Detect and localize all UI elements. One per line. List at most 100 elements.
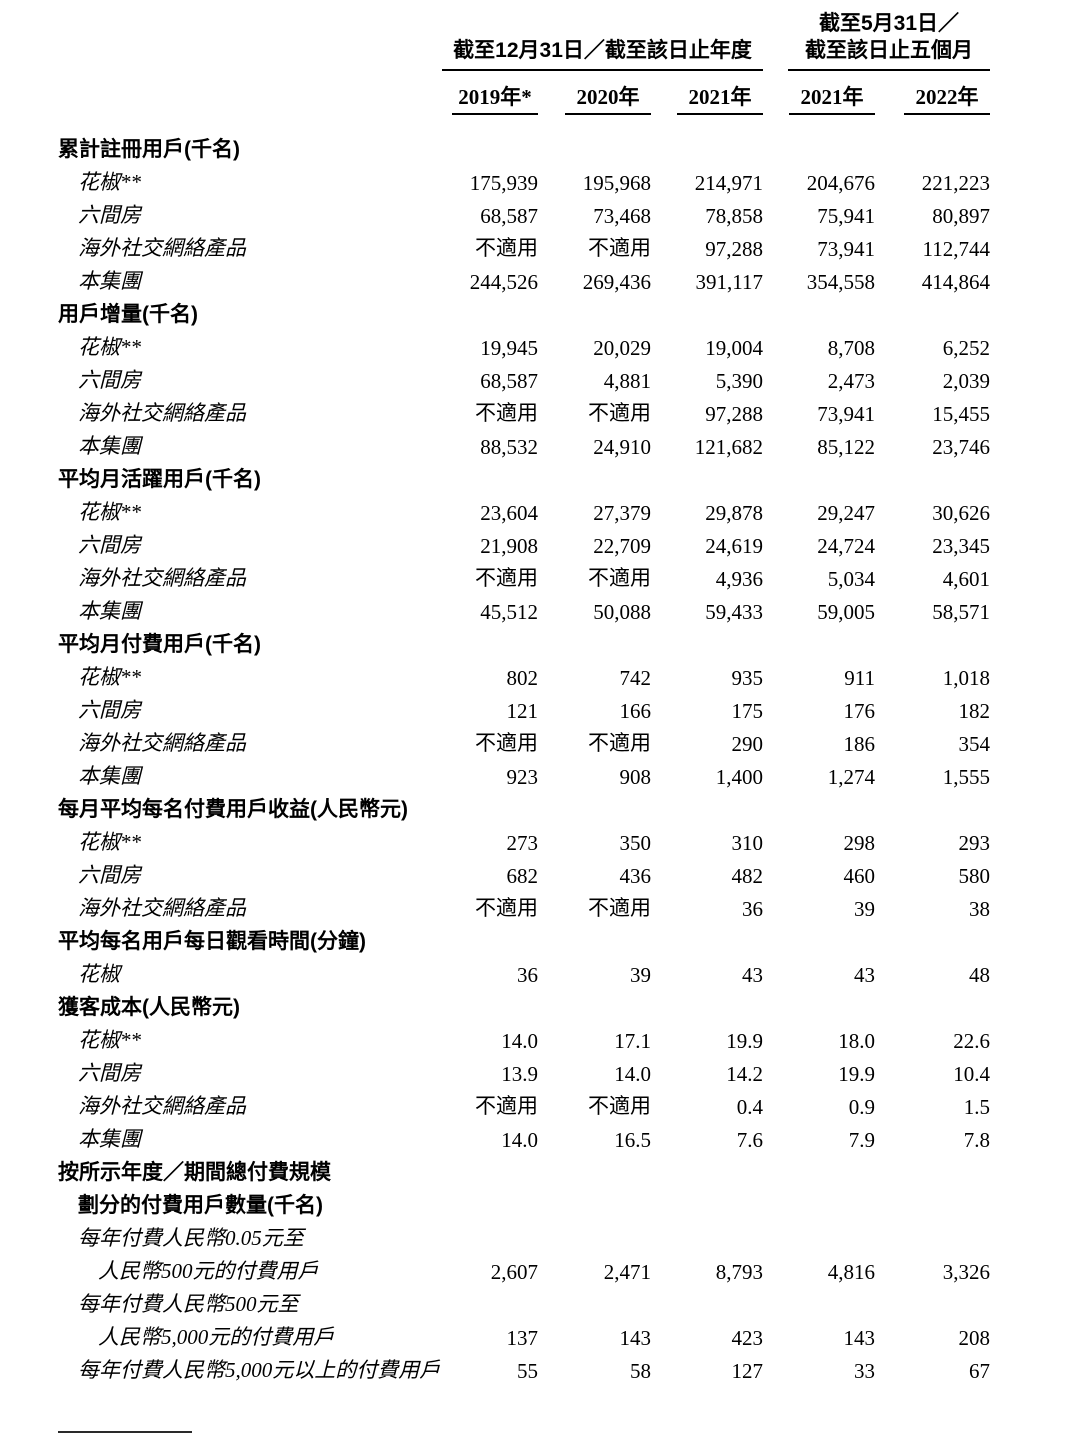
cell-value: 2,607 — [490, 1260, 538, 1284]
table-row: 海外社交網絡產品 不適用 不適用 97,288 73,941 112,744 — [58, 232, 990, 265]
cell-value: 不適用 — [475, 401, 538, 425]
cell-value: 36 — [742, 897, 764, 921]
row-label: 本集團 — [78, 1127, 141, 1151]
year-header-2022-5m: 2022年 — [904, 84, 991, 115]
column-group-annual-cell: 截至12月31日／截至該日止年度 — [442, 10, 764, 71]
row-label: 六間房 — [78, 533, 141, 557]
row-label: 花椒** — [78, 335, 141, 359]
cell-value: 17.1 — [614, 1029, 651, 1053]
table-row: 海外社交網絡產品 不適用 不適用 36 39 38 — [58, 892, 990, 925]
section-title: 按所示年度／期間總付費規模 — [58, 1161, 331, 1184]
cell-value: 75,941 — [817, 204, 876, 228]
cell-value: 73,941 — [817, 402, 876, 426]
cell-value: 58 — [630, 1359, 651, 1383]
cell-value: 59,005 — [817, 600, 876, 624]
cell-value: 121,682 — [694, 435, 764, 459]
cell-value: 423 — [731, 1326, 764, 1350]
row-label: 花椒** — [78, 665, 141, 689]
cell-value: 22.6 — [953, 1029, 991, 1053]
row-label: 六間房 — [78, 203, 141, 227]
cell-value: 436 — [619, 864, 652, 888]
table-row: 六間房 121 166 175 176 182 — [58, 694, 990, 727]
cell-value: 55 — [517, 1359, 538, 1383]
row-label: 花椒** — [78, 500, 141, 524]
cell-value: 908 — [619, 765, 652, 789]
cell-value: 0.4 — [736, 1095, 764, 1119]
cell-value: 不適用 — [475, 731, 538, 755]
cell-value: 43 — [854, 963, 876, 987]
row-label: 六間房 — [78, 698, 141, 722]
row-label: 本集團 — [78, 269, 141, 293]
cell-value: 5,390 — [715, 369, 764, 393]
cell-value: 不適用 — [588, 896, 651, 920]
cell-value — [442, 1222, 538, 1255]
cell-value: 38 — [969, 897, 991, 921]
cell-value: 166 — [619, 699, 652, 723]
cell-value: 80,897 — [932, 204, 991, 228]
row-label: 本集團 — [78, 434, 141, 458]
table-body: 累計註冊用戶(千名) 花椒** 175,939 195,968 214,971 204,6… — [58, 115, 990, 1387]
cell-value: 1.5 — [963, 1095, 991, 1119]
cell-value: 4,816 — [827, 1260, 876, 1284]
cell-value: 50,088 — [593, 600, 651, 624]
cell-value: 8,793 — [715, 1260, 764, 1284]
year-header-2021: 2021年 — [677, 84, 764, 115]
column-group-annual-label: 截至12月31日／截至該日止年度 — [442, 37, 764, 71]
row-label: 每年付費人民幣500元至 — [78, 1292, 299, 1316]
section-title: 平均月活躍用戶(千名) — [58, 468, 261, 491]
cell-value: 19.9 — [726, 1029, 764, 1053]
cell-value: 2,471 — [603, 1260, 651, 1284]
cell-value: 43 — [742, 963, 764, 987]
cell-value: 269,436 — [582, 270, 651, 294]
cell-value: 923 — [506, 765, 539, 789]
cell-value: 13.9 — [501, 1062, 538, 1086]
cell-value: 143 — [843, 1326, 876, 1350]
table-row: 六間房 682 436 482 460 580 — [58, 859, 990, 892]
cell-value: 15,455 — [932, 402, 991, 426]
cell-value: 195,968 — [582, 171, 651, 195]
cell-value: 4,881 — [603, 369, 651, 393]
year-header-2021-5m: 2021年 — [789, 84, 876, 115]
cell-value: 14.0 — [501, 1029, 538, 1053]
row-label: 每年付費人民幣5,000元以上的付費用戶 — [78, 1358, 441, 1382]
cell-value: 67 — [969, 1359, 991, 1383]
cell-value: 4,601 — [942, 567, 991, 591]
row-label: 本集團 — [78, 764, 141, 788]
table-row: 六間房 13.9 14.0 14.2 19.9 10.4 — [58, 1057, 990, 1090]
row-label: 人民幣500元的付費用戶 — [98, 1259, 319, 1283]
table-row: 本集團 45,512 50,088 59,433 59,005 58,571 — [58, 595, 990, 628]
cell-value: 310 — [731, 831, 764, 855]
cell-value: 176 — [843, 699, 876, 723]
section-title: 劃分的付費用戶數量(千名) — [78, 1194, 323, 1217]
table-row: 花椒** 23,604 27,379 29,878 29,247 30,626 — [58, 496, 990, 529]
row-label: 花椒** — [78, 170, 141, 194]
cell-value: 不適用 — [588, 566, 651, 590]
cell-value: 14.2 — [726, 1062, 764, 1086]
cell-value: 112,744 — [922, 237, 991, 261]
cell-value: 不適用 — [588, 731, 651, 755]
table-row: 海外社交網絡產品 不適用 不適用 97,288 73,941 15,455 — [58, 397, 990, 430]
table-row: 花椒** 14.0 17.1 19.9 18.0 22.6 — [58, 1024, 990, 1057]
cell-value — [538, 1288, 651, 1321]
cell-value: 350 — [619, 831, 652, 855]
cell-value: 20,029 — [593, 336, 651, 360]
cell-value: 143 — [619, 1326, 652, 1350]
cell-value: 97,288 — [705, 237, 764, 261]
cell-value: 911 — [844, 666, 876, 690]
cell-value: 68,587 — [480, 369, 538, 393]
cell-value: 24,724 — [817, 534, 876, 558]
cell-value: 59,433 — [705, 600, 764, 624]
cell-value: 不適用 — [475, 236, 538, 260]
section-title: 每月平均每名付費用戶收益(人民幣元) — [58, 798, 408, 821]
column-group-five-months-cell: 截至5月31日／ 截至該日止五個月 — [763, 10, 991, 71]
cell-value: 273 — [506, 831, 539, 855]
cell-value: 298 — [843, 831, 876, 855]
cell-value: 354,558 — [806, 270, 876, 294]
table-row: 花椒** 802 742 935 911 1,018 — [58, 661, 990, 694]
header-spacer-cell — [58, 71, 442, 115]
cell-value: 22,709 — [593, 534, 651, 558]
cell-value: 935 — [731, 666, 764, 690]
cell-value: 21,908 — [480, 534, 538, 558]
cell-value: 73,941 — [817, 237, 876, 261]
table-row: 海外社交網絡產品 不適用 不適用 0.4 0.9 1.5 — [58, 1090, 990, 1123]
